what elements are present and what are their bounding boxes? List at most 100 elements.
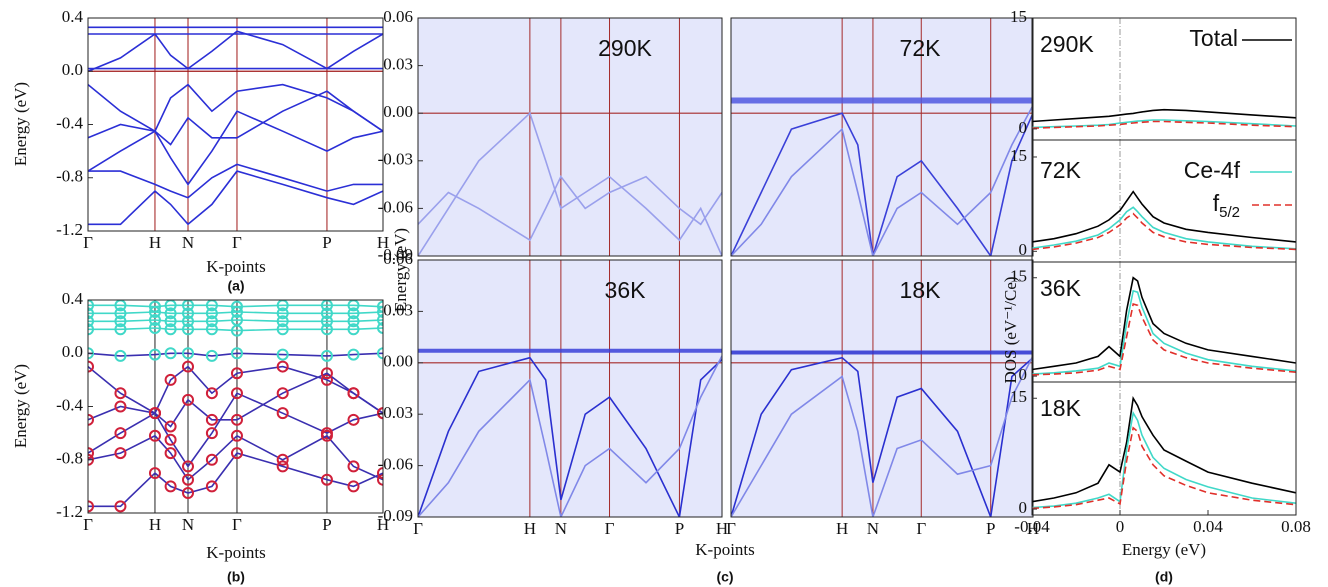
marker — [377, 467, 383, 480]
marker — [164, 315, 177, 328]
marker — [276, 348, 289, 361]
marker — [205, 480, 218, 493]
y-axis-label: Energy (eV) — [11, 82, 30, 166]
x-tick-label: N — [555, 519, 567, 538]
marker — [347, 387, 360, 400]
marker — [88, 307, 94, 320]
marker — [230, 347, 243, 360]
x-tick-label: H — [377, 233, 389, 252]
marker — [164, 323, 177, 336]
frame — [417, 259, 723, 518]
series-line — [731, 356, 1033, 517]
x-axis-label: K-points — [206, 257, 266, 276]
marker — [230, 387, 243, 400]
marker — [88, 447, 94, 460]
panel-caption: (c) — [716, 569, 733, 585]
marker — [230, 305, 243, 318]
marker — [377, 407, 383, 420]
temperature-label: 72K — [900, 35, 942, 61]
marker — [205, 307, 218, 320]
series-line — [1032, 410, 1296, 509]
x-tick-label: P — [322, 233, 331, 252]
y-tick-label: -0.09 — [378, 506, 413, 525]
marker — [182, 307, 195, 320]
marker — [276, 453, 289, 466]
y-tick-label: -0.4 — [56, 395, 83, 414]
marker — [230, 367, 243, 380]
marker — [114, 447, 127, 460]
marker — [182, 323, 195, 336]
marker — [148, 348, 161, 361]
series-line — [1032, 276, 1296, 371]
background — [418, 18, 722, 256]
marker — [347, 315, 360, 328]
frame — [730, 17, 1034, 257]
marker — [205, 453, 218, 466]
x-tick-label: Γ — [232, 515, 242, 534]
marker — [114, 387, 127, 400]
marker — [347, 307, 360, 320]
x-tick-label: H — [149, 515, 161, 534]
marker — [114, 500, 127, 513]
frame — [730, 259, 1034, 518]
marker — [320, 367, 333, 380]
series-line — [88, 90, 383, 146]
marker — [320, 373, 333, 386]
marker — [230, 413, 243, 426]
marker — [114, 307, 127, 320]
y-tick-label: -1.2 — [56, 220, 83, 239]
x-tick-label: Γ — [726, 519, 736, 538]
y-tick-label: -0.4 — [56, 113, 83, 132]
marker — [182, 347, 195, 360]
series-line — [88, 372, 383, 428]
x-tick-label: P — [675, 519, 684, 538]
x-tick-label: N — [867, 519, 879, 538]
y-axis-label: Energy (eV) — [11, 364, 30, 448]
panel-caption: (a) — [227, 278, 244, 294]
marker — [182, 360, 195, 373]
series-line — [88, 352, 383, 357]
series-line — [1032, 108, 1296, 123]
marker — [320, 429, 333, 442]
x-axis-label: Energy (eV) — [1122, 540, 1206, 559]
marker — [182, 460, 195, 473]
y-tick-label: 0.4 — [62, 7, 84, 26]
plot-area — [418, 18, 722, 256]
x-tick-label: P — [986, 519, 995, 538]
marker — [148, 313, 161, 326]
y-tick-label: 15 — [1010, 7, 1027, 26]
marker — [276, 387, 289, 400]
series-line — [1032, 206, 1296, 250]
marker — [182, 473, 195, 486]
y-tick-label: -0.06 — [378, 455, 413, 474]
plot-area — [1032, 18, 1296, 140]
panel-caption: (d) — [1155, 569, 1173, 585]
x-tick-label: P — [322, 515, 331, 534]
x-tick-label: Γ — [83, 233, 93, 252]
marker — [164, 447, 177, 460]
marker — [347, 480, 360, 493]
marker — [164, 373, 177, 386]
series-line — [88, 83, 383, 133]
marker — [88, 315, 94, 328]
marker — [114, 427, 127, 440]
x-tick-label: Γ — [232, 233, 242, 252]
x-tick-label: N — [182, 233, 194, 252]
x-tick-label: Γ — [916, 519, 926, 538]
plot-area — [88, 300, 383, 513]
y-tick-label: 0 — [1019, 118, 1028, 137]
temperature-label: 36K — [605, 277, 647, 303]
marker — [88, 360, 94, 373]
plot-area — [731, 260, 1033, 517]
marker — [148, 321, 161, 334]
legend-label: f5/2 — [1213, 190, 1240, 221]
marker — [88, 500, 94, 513]
series-line — [88, 110, 383, 186]
marker — [88, 413, 94, 426]
y-tick-label: -0.09 — [378, 245, 413, 264]
y-tick-label: -1.2 — [56, 502, 83, 521]
x-tick-label: 0.08 — [1281, 517, 1311, 536]
marker — [88, 300, 94, 312]
x-tick-label: Γ — [83, 515, 93, 534]
